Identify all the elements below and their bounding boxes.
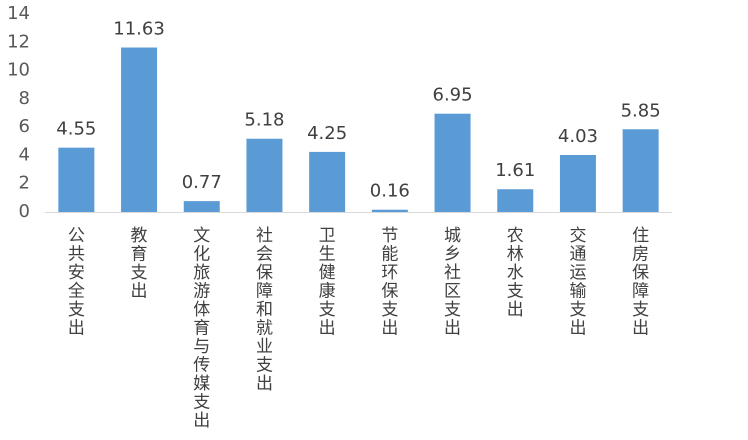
bar — [371, 209, 408, 212]
category-label: 公共安全支出 — [68, 226, 85, 339]
data-label: 5.85 — [621, 100, 661, 121]
bar — [58, 147, 95, 212]
category-labels: 公共安全支出 教育支出 文化旅游体育与传媒支出 社会保障和就业支出 卫生健康支出 节能环保… — [68, 226, 649, 431]
data-label: 5.18 — [244, 110, 284, 131]
category-label: 节能环保支出 — [381, 226, 398, 339]
data-label: 0.16 — [370, 181, 410, 202]
y-tick-label: 4 — [19, 144, 30, 165]
data-label: 1.61 — [495, 160, 535, 181]
data-label: 4.03 — [558, 126, 598, 147]
y-tick-label: 12 — [7, 31, 30, 52]
category-label: 城乡社区支出 — [444, 226, 461, 339]
data-label: 4.55 — [56, 119, 96, 140]
y-tick-label: 6 — [19, 116, 30, 137]
bar — [622, 129, 659, 212]
category-label: 农林水支出 — [507, 226, 524, 320]
y-tick-label: 10 — [7, 60, 30, 81]
category-label: 教育支出 — [131, 226, 148, 302]
category-label: 卫生健康支出 — [319, 226, 336, 339]
y-tick-label: 8 — [19, 88, 30, 109]
bar — [497, 189, 534, 212]
data-labels: 4.55 11.63 0.77 5.18 4.25 0.16 6.95 1.61 4.03 5.8… — [56, 19, 660, 202]
bar — [559, 155, 596, 212]
data-label: 0.77 — [182, 172, 222, 193]
y-axis-tick-labels: 0 2 4 6 8 10 12 14 — [7, 3, 30, 222]
data-label: 4.25 — [307, 123, 347, 144]
y-tick-label: 14 — [7, 3, 30, 24]
bar — [121, 47, 158, 212]
bars — [58, 47, 659, 212]
category-label: 文化旅游体育与传媒支出 — [193, 226, 210, 431]
bar — [246, 138, 283, 212]
data-label: 6.95 — [433, 85, 473, 106]
y-tick-label: 2 — [19, 173, 30, 194]
category-label: 社会保障和就业支出 — [256, 226, 273, 394]
category-label: 住房保障支出 — [632, 226, 649, 339]
bar — [434, 113, 471, 212]
y-tick-label: 0 — [19, 201, 30, 222]
category-label: 交通运输支出 — [569, 226, 586, 339]
data-label: 11.63 — [113, 19, 165, 40]
bar — [309, 151, 346, 212]
bar — [183, 201, 220, 212]
